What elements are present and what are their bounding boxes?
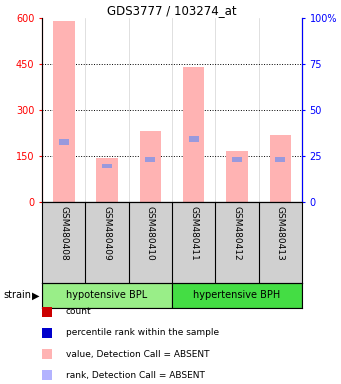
Text: hypertensive BPH: hypertensive BPH [193, 291, 281, 301]
Bar [59, 139, 69, 145]
Text: GSM480413: GSM480413 [276, 206, 285, 261]
Bar [139, 131, 161, 202]
Text: rank, Detection Call = ABSENT: rank, Detection Call = ABSENT [66, 371, 205, 380]
Bar [226, 151, 248, 202]
Bar [102, 164, 112, 168]
Title: GDS3777 / 103274_at: GDS3777 / 103274_at [107, 4, 237, 17]
Bar [183, 67, 205, 202]
Bar [146, 157, 155, 162]
Text: GSM480409: GSM480409 [103, 206, 112, 261]
Bar [53, 21, 74, 202]
Text: GSM480408: GSM480408 [59, 206, 68, 261]
Text: hypotensive BPL: hypotensive BPL [66, 291, 148, 301]
Bar [189, 136, 198, 142]
Text: value, Detection Call = ABSENT: value, Detection Call = ABSENT [66, 349, 209, 359]
Text: GSM480411: GSM480411 [189, 206, 198, 261]
Text: strain: strain [3, 291, 31, 301]
Text: count: count [66, 307, 91, 316]
Bar [96, 158, 118, 202]
Text: GSM480410: GSM480410 [146, 206, 155, 261]
Text: percentile rank within the sample: percentile rank within the sample [66, 328, 219, 338]
Bar [269, 134, 291, 202]
Text: ▶: ▶ [32, 291, 40, 301]
Text: GSM480412: GSM480412 [233, 206, 241, 261]
Bar [276, 157, 285, 162]
Bar [172, 283, 302, 308]
Bar [42, 283, 172, 308]
Bar [232, 157, 242, 162]
